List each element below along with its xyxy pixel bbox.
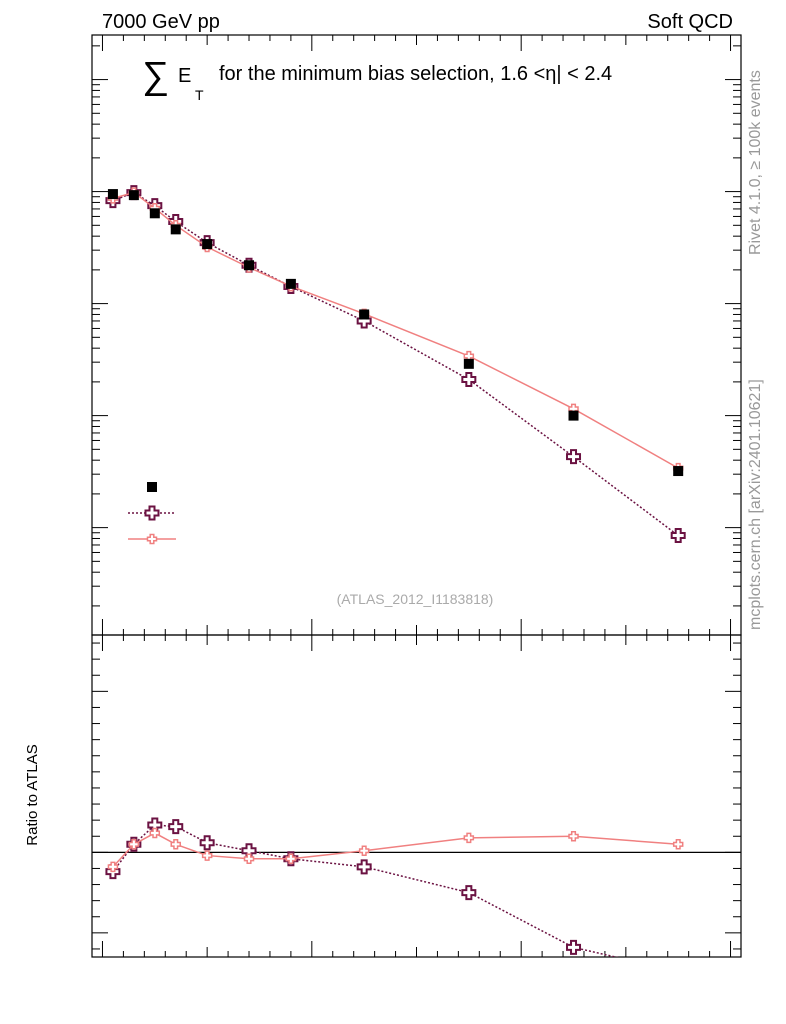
main-series-line: [112, 191, 679, 469]
main-series: [107, 187, 684, 474]
main-data-point: [149, 208, 160, 219]
main-data-point: [670, 528, 686, 544]
main-series-line: [112, 191, 679, 537]
main-data-point: [107, 189, 118, 200]
main-series: [105, 185, 686, 544]
main-axis-ticks: [92, 35, 741, 635]
ratio-data-point: [128, 839, 140, 850]
ratio-data-point: [243, 853, 255, 865]
ratio-plot-frame: [91, 634, 742, 958]
title-subscript: T: [195, 87, 204, 103]
legend-item: [147, 482, 157, 492]
legend-marker: [146, 533, 158, 545]
ratio-y-axis-label: Ratio to ATLAS: [24, 744, 41, 845]
main-data-point: [170, 224, 181, 235]
ratio-data-point: [463, 832, 475, 844]
ratio-data-point: [201, 850, 213, 861]
ratio-data-point: [672, 965, 685, 978]
main-data-point: [566, 449, 582, 465]
main-data-point: [285, 278, 296, 289]
main-title: ∑ E T for the minimum bias selection, 1.…: [142, 55, 612, 103]
legend-marker: [147, 482, 157, 492]
main-data-point: [568, 410, 579, 421]
ratio-data-point: [170, 839, 181, 850]
rivet-version-label: Rivet 4.1.0, ≥ 100k events: [747, 70, 764, 255]
ratio-data-point: [199, 835, 215, 851]
title-variable: E: [178, 65, 191, 87]
ratio-data-point: [566, 939, 582, 955]
ratio-series-layer: [92, 817, 741, 978]
main-data-point: [463, 358, 474, 369]
analysis-watermark: (ATLAS_2012_I1183818): [337, 591, 494, 607]
ratio-data-point: [461, 885, 477, 901]
ratio-data-point: [568, 831, 579, 842]
legend-item: [128, 533, 176, 545]
main-data-point: [359, 309, 370, 320]
process-label: Soft QCD: [647, 11, 733, 33]
mcplots-site-label: mcplots.cern.ch [arXiv:2401.10621]: [747, 379, 764, 630]
ratio-data-point: [672, 839, 684, 850]
energy-label: 7000 GeV pp: [102, 11, 220, 33]
main-series: [107, 189, 684, 477]
main-data-point: [461, 372, 477, 388]
ratio-series: [107, 827, 684, 873]
title-text: for the minimum bias selection, 1.6 <η| …: [219, 63, 612, 85]
ratio-data-point: [285, 853, 297, 865]
ratio-data-point: [168, 819, 184, 835]
title-sum-symbol: ∑: [142, 55, 169, 97]
main-series-layer: [105, 185, 686, 544]
legend-item: [128, 505, 176, 521]
legend: [128, 482, 176, 545]
ratio-data-point: [107, 861, 119, 873]
ratio-data-point: [149, 827, 161, 839]
ratio-data-point: [356, 859, 372, 875]
main-data-point: [673, 466, 684, 477]
ratio-data-point: [358, 845, 370, 856]
main-data-point: [202, 239, 213, 250]
legend-marker: [144, 505, 160, 521]
main-data-point: [128, 190, 139, 201]
main-data-point: [244, 260, 255, 271]
ratio-axis-ticks: [92, 635, 741, 957]
